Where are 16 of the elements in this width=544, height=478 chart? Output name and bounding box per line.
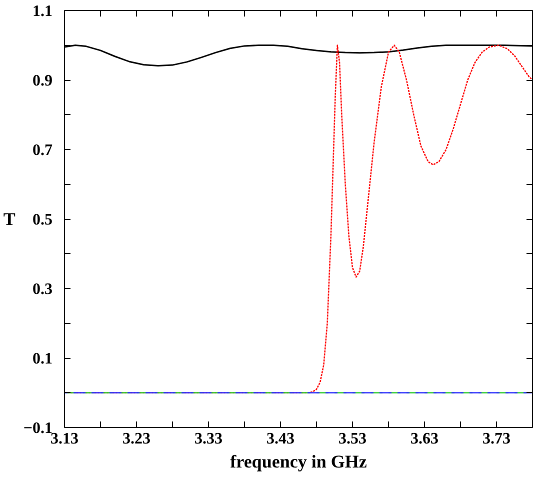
y-tick-label: 0.5 bbox=[32, 212, 52, 228]
y-tick-label: 0.3 bbox=[32, 281, 52, 298]
x-tick-label: 3.23 bbox=[122, 430, 150, 448]
y-tick-label: 0.9 bbox=[32, 72, 52, 90]
y-tick-label: 0.1 bbox=[32, 350, 52, 368]
x-tick-label: 3.43 bbox=[266, 430, 294, 448]
x-tick-label: 3.13 bbox=[50, 430, 78, 448]
x-axis-title: frequency in GHz bbox=[230, 452, 367, 472]
y-tick-label: 1.1 bbox=[32, 3, 52, 20]
x-tick-label: 3.33 bbox=[194, 430, 222, 448]
x-tick-label: 3.53 bbox=[338, 430, 366, 448]
y-axis-title: T bbox=[3, 209, 16, 229]
y-tick-label: 0.7 bbox=[32, 142, 52, 159]
x-tick-label: 3.73 bbox=[482, 430, 510, 448]
x-tick-label: 3.63 bbox=[410, 430, 438, 448]
y-tick-label: −0.1 bbox=[23, 420, 53, 437]
